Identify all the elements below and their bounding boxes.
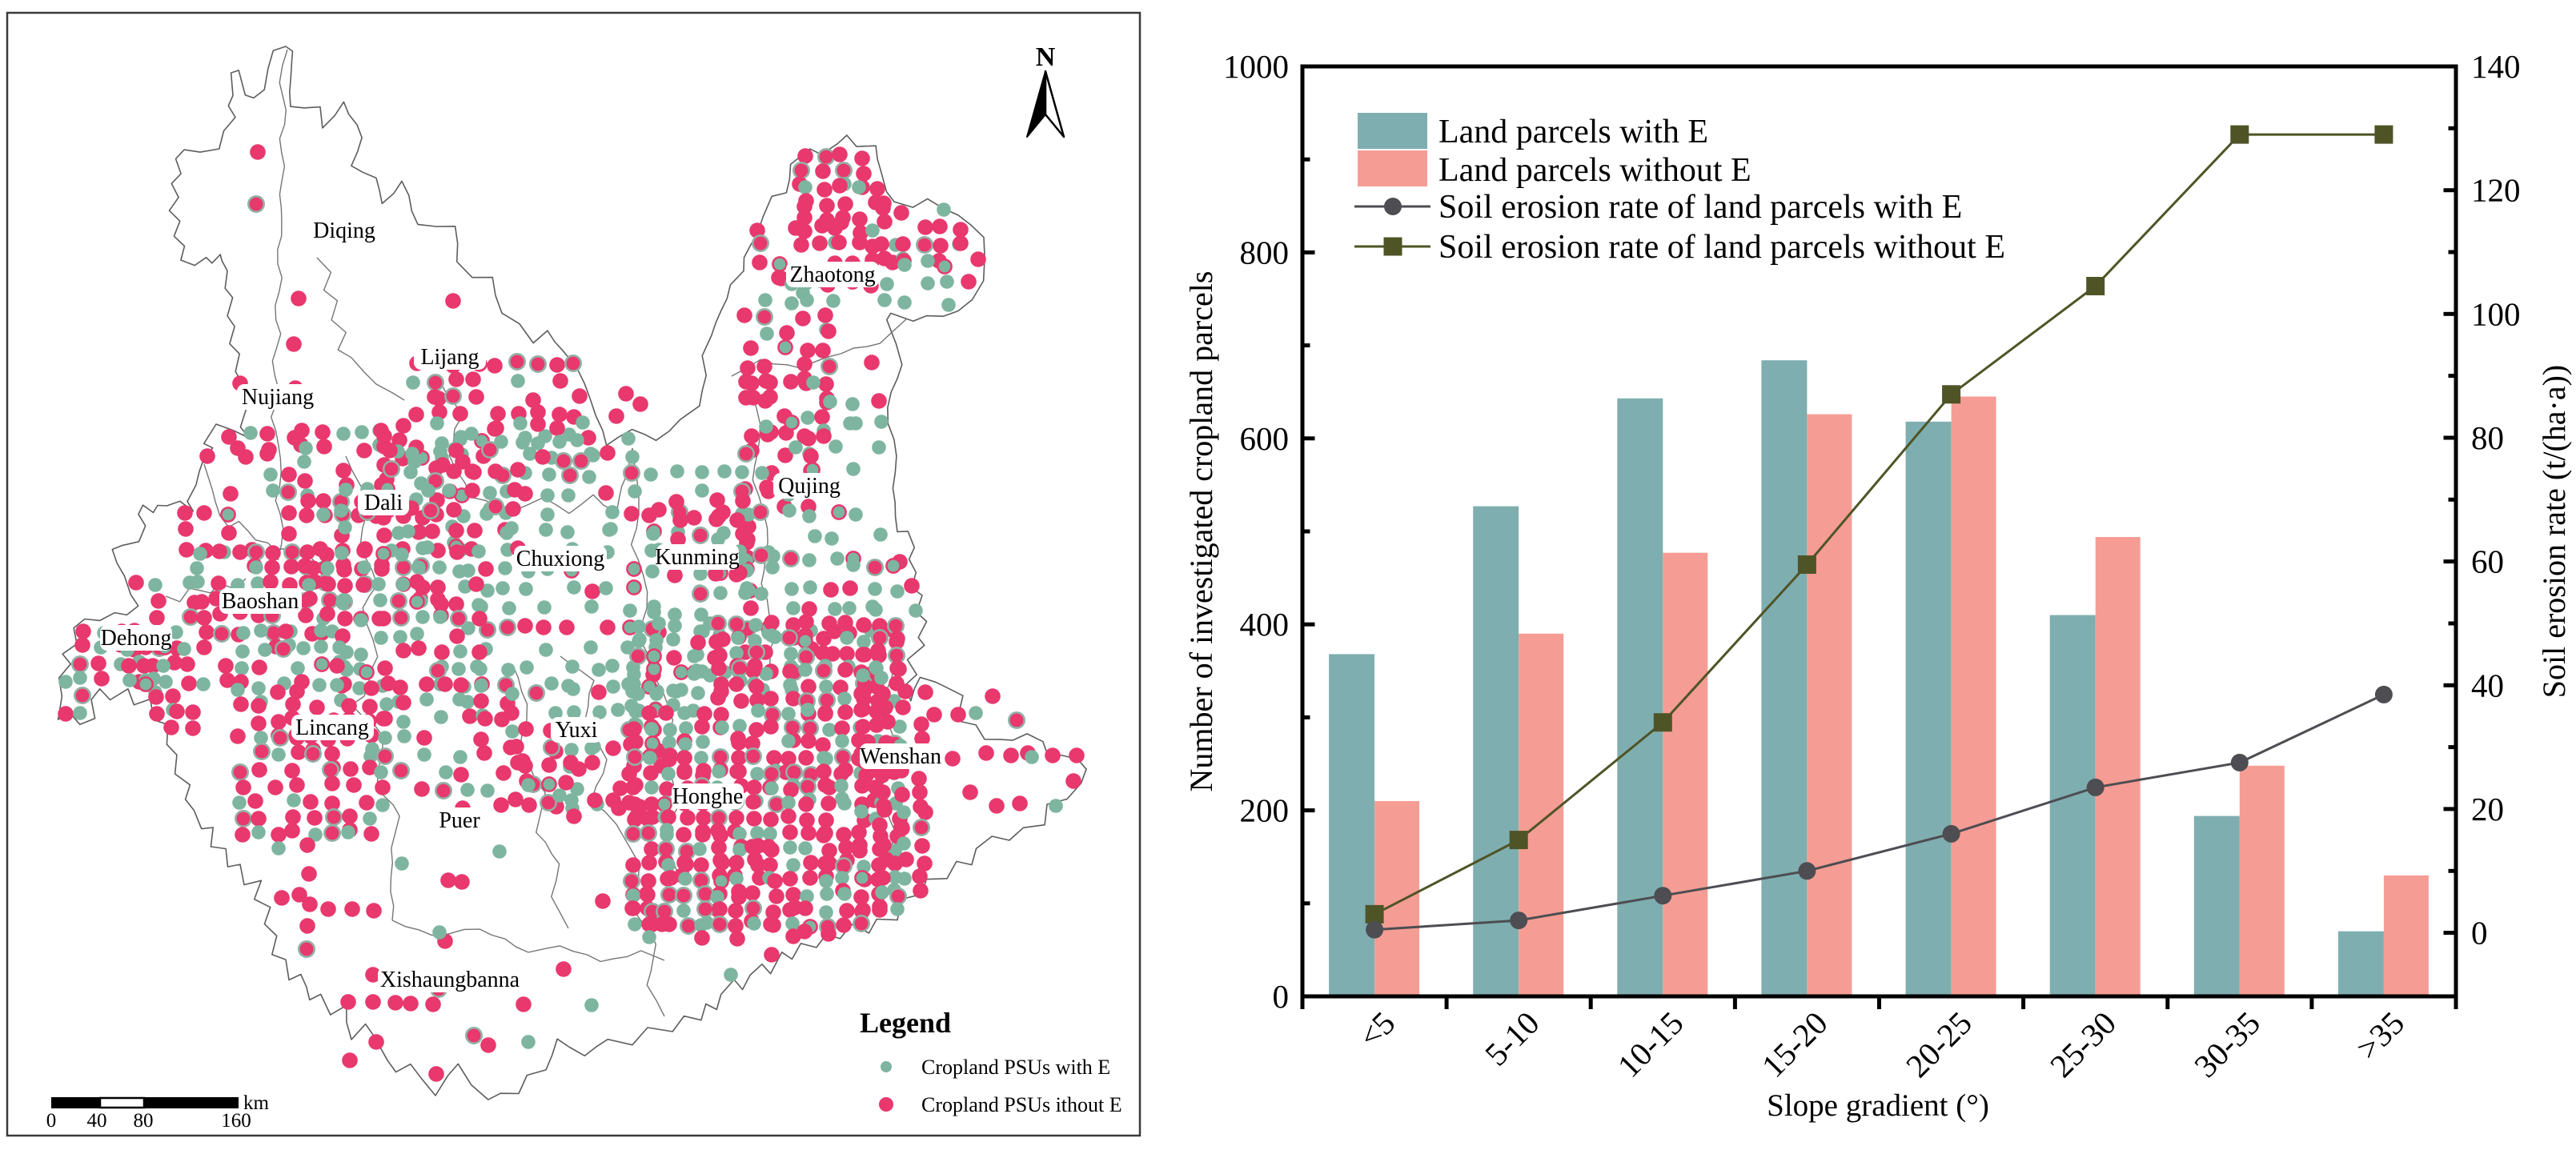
svg-text:800: 800 xyxy=(1240,234,1290,270)
svg-text:Honghe: Honghe xyxy=(672,784,744,809)
svg-text:Cropland PSUs ithout E: Cropland PSUs ithout E xyxy=(921,1093,1122,1116)
svg-text:5-10: 5-10 xyxy=(1478,1004,1547,1073)
svg-text:30-35: 30-35 xyxy=(2187,1004,2267,1084)
svg-text:km: km xyxy=(243,1092,270,1114)
svg-text:Dali: Dali xyxy=(364,491,403,515)
svg-text:40: 40 xyxy=(2471,667,2504,703)
svg-text:160: 160 xyxy=(221,1110,251,1132)
svg-text:0: 0 xyxy=(46,1110,57,1132)
svg-text:80: 80 xyxy=(2471,419,2504,456)
svg-text:25-30: 25-30 xyxy=(2043,1004,2123,1084)
svg-text:20-25: 20-25 xyxy=(1899,1004,1979,1084)
svg-text:Legend: Legend xyxy=(860,1007,951,1039)
svg-text:>35: >35 xyxy=(2349,1004,2411,1067)
svg-text:Land parcels without E: Land parcels without E xyxy=(1438,152,1751,189)
svg-text:20: 20 xyxy=(2471,791,2504,827)
svg-text:Land parcels with E: Land parcels with E xyxy=(1438,114,1708,150)
svg-text:10-15: 10-15 xyxy=(1610,1004,1690,1084)
svg-text:Xishaungbanna: Xishaungbanna xyxy=(380,968,520,992)
svg-text:Wenshan: Wenshan xyxy=(860,744,941,769)
svg-text:60: 60 xyxy=(2471,543,2504,580)
svg-text:Zhaotong: Zhaotong xyxy=(789,262,875,287)
svg-text:Soil erosion rate (t/(ha·a)): Soil erosion rate (t/(ha·a)) xyxy=(2536,365,2572,699)
svg-text:120: 120 xyxy=(2471,172,2521,209)
svg-text:Number of investigated croplan: Number of investigated cropland parcels xyxy=(1183,271,1219,792)
svg-text:Baoshan: Baoshan xyxy=(222,589,299,614)
svg-text:<5: <5 xyxy=(1351,1004,1402,1055)
svg-text:100: 100 xyxy=(2471,295,2521,332)
svg-text:Lincang: Lincang xyxy=(295,715,369,740)
svg-text:0: 0 xyxy=(2471,915,2488,952)
svg-text:N: N xyxy=(1036,42,1056,72)
svg-text:Diqing: Diqing xyxy=(313,218,375,243)
svg-text:Slope gradient (°): Slope gradient (°) xyxy=(1767,1088,1989,1123)
svg-text:Yuxi: Yuxi xyxy=(556,718,598,743)
svg-text:Cropland PSUs with E: Cropland PSUs with E xyxy=(921,1056,1110,1079)
svg-text:Soil erosion rate of land parc: Soil erosion rate of land parcels withou… xyxy=(1438,229,2005,266)
svg-text:80: 80 xyxy=(134,1110,154,1132)
svg-text:Soil erosion rate of land parc: Soil erosion rate of land parcels with E xyxy=(1438,189,1962,226)
svg-text:Lijang: Lijang xyxy=(420,345,479,370)
svg-text:140: 140 xyxy=(2471,48,2521,85)
svg-text:Kunming: Kunming xyxy=(655,545,740,570)
svg-text:Chuxiong: Chuxiong xyxy=(516,547,604,571)
svg-text:Dehong: Dehong xyxy=(101,626,172,651)
svg-text:600: 600 xyxy=(1240,420,1290,457)
svg-text:Qujing: Qujing xyxy=(778,474,841,499)
svg-text:200: 200 xyxy=(1240,792,1290,829)
svg-text:400: 400 xyxy=(1240,606,1290,643)
svg-text:Nujiang: Nujiang xyxy=(242,385,314,410)
svg-text:1000: 1000 xyxy=(1223,48,1289,85)
svg-text:0: 0 xyxy=(1273,978,1290,1015)
svg-text:40: 40 xyxy=(87,1110,107,1132)
svg-text:15-20: 15-20 xyxy=(1755,1004,1835,1084)
svg-text:Puer: Puer xyxy=(439,808,480,833)
